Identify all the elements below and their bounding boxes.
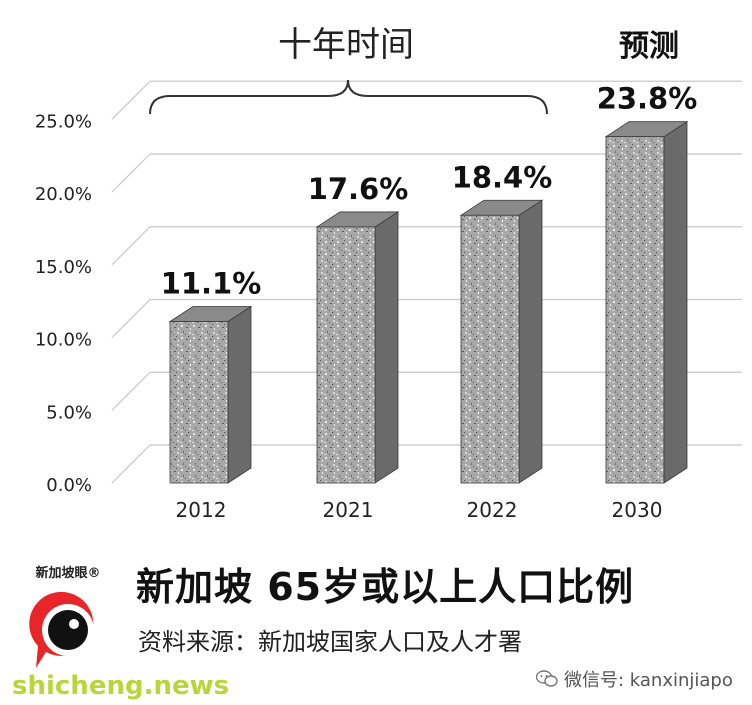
- bracket-label: 十年时间: [278, 25, 414, 65]
- forecast-label: 预测: [619, 29, 679, 64]
- gridline-slant: [111, 80, 151, 120]
- y-tick-label: 20.0%: [35, 184, 92, 205]
- wechat-text: 微信号: kanxinjiapo: [564, 670, 733, 691]
- data-label: 23.8%: [597, 82, 698, 116]
- data-label: 17.6%: [308, 172, 409, 206]
- bar-chart: 0.0% 5.0% 10.0% 15.0% 20.0% 25.0% 2012 2021 202…: [35, 25, 742, 522]
- x-tick-label: 2022: [467, 498, 518, 522]
- gridline-slant: [111, 444, 151, 484]
- source-note: 资料来源：新加坡国家人口及人才署: [138, 628, 522, 656]
- bar-2021: [315, 211, 400, 484]
- bar-side: [663, 120, 688, 484]
- gridline-slant: [111, 299, 151, 338]
- xinjiapo-eye-logo: 新加坡眼®: [14, 562, 122, 670]
- bar-front: [169, 321, 229, 484]
- gridline-slant: [111, 226, 151, 266]
- y-tick-label: 0.0%: [46, 475, 92, 496]
- y-tick-label: 5.0%: [46, 402, 92, 423]
- y-axis-ticks: 0.0% 5.0% 10.0% 15.0% 20.0% 25.0%: [35, 111, 92, 496]
- bar-2012: [168, 305, 253, 484]
- y-tick-label: 10.0%: [35, 330, 92, 351]
- watermark: shicheng.news: [12, 671, 230, 701]
- chart-title: 新加坡 65岁或以上人口比例: [136, 565, 635, 609]
- x-tick-label: 2021: [323, 498, 374, 522]
- bar-2030: [604, 120, 689, 484]
- decade-bracket: 十年时间: [149, 25, 548, 115]
- gridline-slant: [111, 153, 151, 193]
- bar-front: [316, 226, 376, 484]
- y-tick-label: 15.0%: [35, 257, 92, 278]
- logo-text: 新加坡眼®: [35, 566, 101, 581]
- bar-side: [227, 305, 252, 484]
- bar-side: [374, 211, 399, 484]
- wechat-id: 微信号: kanxinjiapo: [536, 666, 733, 692]
- bar-side: [518, 199, 543, 484]
- bar-front: [605, 136, 665, 484]
- x-tick-label: 2030: [612, 498, 663, 522]
- bar-2022: [459, 199, 544, 484]
- gridline-slant: [111, 371, 151, 411]
- data-labels: 11.1% 17.6% 18.4% 23.8%: [161, 82, 698, 301]
- bar-front: [460, 214, 520, 484]
- eye-logo-icon: [29, 591, 94, 668]
- data-label: 11.1%: [161, 266, 262, 300]
- x-tick-label: 2012: [176, 498, 227, 522]
- bars: [168, 120, 689, 484]
- y-tick-label: 25.0%: [35, 111, 92, 132]
- x-axis-labels: 2012 2021 2022 2030: [176, 498, 663, 522]
- data-label: 18.4%: [452, 160, 553, 194]
- wechat-icon: [536, 670, 558, 687]
